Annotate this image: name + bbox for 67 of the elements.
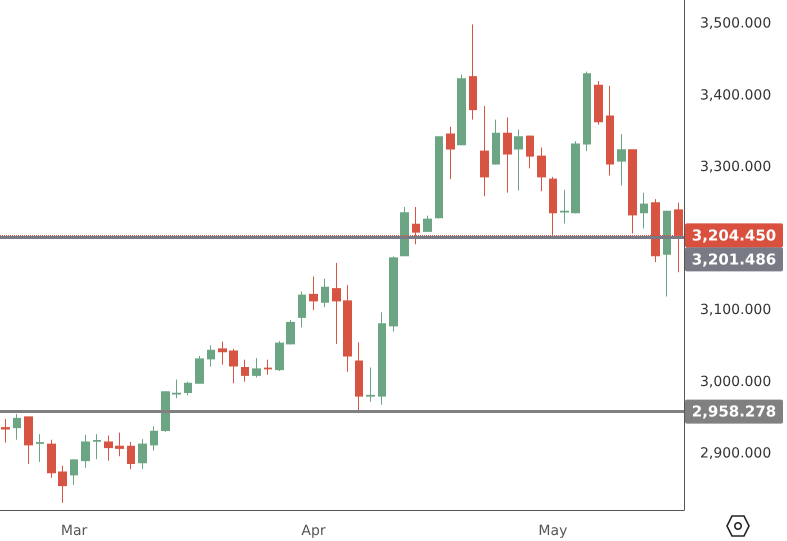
candlestick [378, 312, 386, 406]
candlestick [560, 189, 569, 224]
candlestick [343, 284, 352, 372]
candlestick [321, 278, 329, 308]
candlestick [81, 434, 90, 468]
candlestick [184, 381, 192, 396]
x-tick-label: Apr [301, 523, 326, 539]
candlestick [138, 438, 147, 470]
candlestick [298, 291, 306, 328]
candlestick [172, 379, 181, 399]
x-tick-label: May [538, 523, 568, 539]
candlestick [594, 80, 603, 126]
candlestick [150, 426, 158, 452]
candlestick [537, 147, 546, 192]
candlestick [663, 210, 671, 298]
ref-line-label: 2,958.278 [692, 402, 776, 421]
candlestick [127, 441, 135, 470]
candlestick [514, 129, 523, 192]
candlestick [400, 206, 409, 256]
candlestick [446, 126, 455, 180]
candlestick [332, 262, 341, 344]
candlestick [241, 359, 249, 382]
candlestick [13, 414, 21, 440]
candlestick [366, 366, 375, 402]
candlestick [58, 465, 67, 504]
candlestick [275, 340, 284, 372]
candlestick [286, 320, 295, 346]
candlestick [617, 133, 626, 186]
candlestick [195, 355, 204, 384]
candlestick [104, 435, 113, 462]
candlestick [492, 119, 500, 166]
candlestick [161, 390, 170, 432]
candlestick [229, 348, 238, 384]
candlestick [423, 215, 432, 232]
candlestick [435, 136, 443, 219]
candlestick [526, 134, 534, 169]
y-tick-label: 3,100.000 [700, 302, 772, 318]
ref-line-label: 3,204.450 [692, 226, 776, 244]
candlestick [606, 85, 614, 176]
candlestick [252, 358, 261, 378]
candlestick [457, 74, 466, 146]
candlestick [47, 439, 56, 478]
candlestick [115, 432, 124, 457]
candlestick [480, 106, 489, 197]
candlestick [389, 256, 398, 332]
y-tick-label: 2,900.000 [700, 445, 772, 462]
candlestick [207, 344, 215, 368]
y-tick-label: 3,500.000 [700, 16, 772, 32]
y-tick-label: 3,400.000 [700, 87, 772, 104]
candlestick [264, 359, 272, 376]
candlestick [503, 116, 512, 194]
candlestick [640, 192, 648, 229]
candlestick [24, 416, 33, 465]
candlestick [36, 434, 44, 463]
candlestick [218, 341, 227, 366]
candlestick [93, 434, 101, 460]
candlestick [355, 342, 363, 414]
candlestick [571, 140, 580, 214]
candlestick [309, 276, 318, 311]
y-tick-label: 3,000.000 [700, 374, 772, 390]
ref-line-label: 3,201.486 [692, 250, 776, 268]
candlestick [583, 71, 591, 152]
candlestick [70, 458, 78, 486]
candlestick [469, 24, 477, 120]
candlestick [1, 418, 10, 444]
y-tick-label: 3,300.000 [700, 158, 772, 175]
x-tick-label: Mar [60, 523, 88, 539]
